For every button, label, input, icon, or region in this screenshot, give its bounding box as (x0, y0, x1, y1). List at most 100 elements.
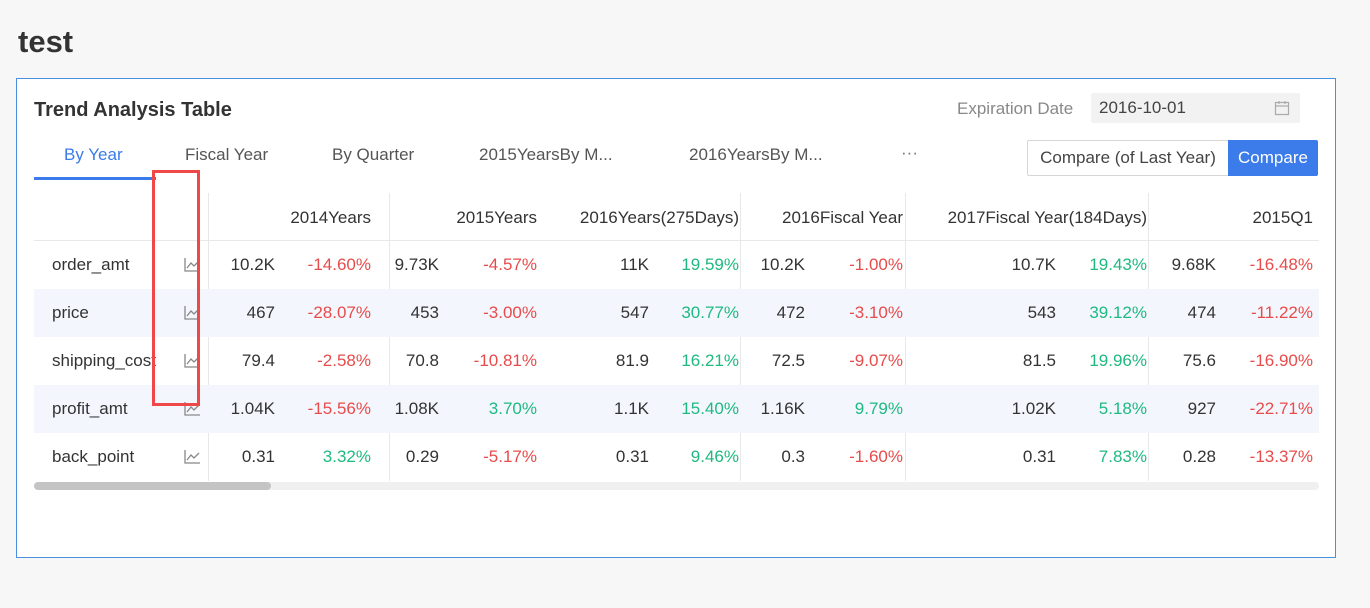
column-header[interactable]: 2017Fiscal Year(184Days) (947, 208, 1147, 227)
cell-value: 1.02K (1011, 399, 1056, 418)
cell-change-percent: -1.00% (849, 255, 903, 274)
cell-change-percent: 30.77% (681, 303, 739, 322)
cell-change-percent: 19.59% (681, 255, 739, 274)
cell-value: 79.4 (241, 351, 275, 370)
cell-value: 9.73K (394, 255, 439, 274)
table-row: price 467 -28.07% 453 -3.00% 547 30.77% 472 -3.1… (34, 289, 1319, 337)
cell-value: 1.08K (394, 399, 439, 418)
cell-change-percent: 5.18% (1098, 399, 1147, 418)
line-chart-icon[interactable] (183, 305, 201, 321)
page-title: test (18, 24, 74, 59)
cell-change-percent: -13.37% (1249, 447, 1313, 466)
cell-value: 474 (1187, 303, 1216, 322)
cell-change-percent: 9.46% (690, 447, 739, 466)
tab-4[interactable]: 2016YearsBy M... (689, 145, 823, 164)
cell-change-percent: -16.48% (1249, 255, 1313, 274)
compare-last-year-button[interactable]: Compare (of Last Year) (1027, 140, 1228, 176)
column-header[interactable]: 2015Years (456, 208, 537, 227)
metric-name: back_point (52, 447, 135, 466)
column-divider (1148, 193, 1149, 481)
column-divider (389, 193, 390, 481)
cell-value: 0.3 (781, 447, 805, 466)
cell-value: 543 (1027, 303, 1056, 322)
tabs-more-button[interactable]: ··· (901, 143, 918, 162)
expiration-date-picker[interactable]: 2016-10-01 (1091, 93, 1300, 123)
cell-value: 0.31 (241, 447, 275, 466)
active-tab-indicator (34, 177, 156, 180)
line-chart-icon[interactable] (183, 353, 201, 369)
scrollbar-thumb[interactable] (34, 482, 271, 490)
cell-change-percent: -3.10% (849, 303, 903, 322)
cell-value: 547 (620, 303, 649, 322)
column-divider (208, 193, 209, 481)
cell-value: 0.31 (615, 447, 649, 466)
cell-value: 75.6 (1182, 351, 1216, 370)
horizontal-scrollbar[interactable] (34, 482, 1319, 490)
cell-change-percent: -9.07% (849, 351, 903, 370)
metric-name: order_amt (52, 255, 130, 274)
calendar-icon[interactable] (1274, 100, 1290, 116)
cell-value: 81.9 (615, 351, 649, 370)
column-header[interactable]: 2016Years(275Days) (579, 208, 739, 227)
cell-value: 1.1K (614, 399, 649, 418)
table-row: order_amt 10.2K -14.60% 9.73K -4.57% 11K 19.59… (34, 241, 1319, 289)
expiration-date-value: 2016-10-01 (1099, 98, 1186, 117)
cell-value: 1.16K (760, 399, 805, 418)
cell-change-percent: -28.07% (307, 303, 371, 322)
cell-change-percent: -3.00% (483, 303, 537, 322)
metric-name: shipping_cost (52, 351, 156, 370)
column-header[interactable]: 2016Fiscal Year (782, 208, 903, 227)
cell-change-percent: -22.71% (1249, 399, 1313, 418)
line-chart-icon[interactable] (183, 449, 201, 465)
table-row: profit_amt 1.04K -15.56% 1.08K 3.70% 1.1K 15.4… (34, 385, 1319, 433)
cell-change-percent: 7.83% (1098, 447, 1147, 466)
cell-value: 453 (410, 303, 439, 322)
card-title: Trend Analysis Table (34, 99, 232, 121)
metric-name: price (52, 303, 89, 322)
cell-value: 10.2K (760, 255, 805, 274)
trend-analysis-card: Trend Analysis Table Expiration Date 201… (16, 78, 1336, 558)
table-header-row: 2014Years 2015Years 2016Years(275Days) 2016… (34, 193, 1319, 241)
cell-change-percent: 3.70% (488, 399, 537, 418)
cell-value: 10.2K (230, 255, 275, 274)
cell-value: 9.68K (1171, 255, 1216, 274)
cell-change-percent: -11.22% (1250, 303, 1313, 322)
line-chart-icon[interactable] (183, 401, 201, 417)
tab-1[interactable]: Fiscal Year (185, 145, 269, 164)
trend-table: 2014Years 2015Years 2016Years(275Days) 2016… (34, 193, 1319, 493)
tab-0[interactable]: By Year (64, 145, 123, 164)
column-divider (740, 193, 741, 481)
cell-change-percent: -1.60% (849, 447, 903, 466)
cell-value: 472 (776, 303, 805, 322)
cell-change-percent: -2.58% (317, 351, 371, 370)
column-header[interactable]: 2014Years (290, 208, 371, 227)
cell-change-percent: -16.90% (1249, 351, 1313, 370)
cell-value: 70.8 (405, 351, 439, 370)
cell-change-percent: 16.21% (681, 351, 739, 370)
cell-value: 1.04K (230, 399, 275, 418)
tab-3[interactable]: 2015YearsBy M... (479, 145, 613, 164)
cell-value: 10.7K (1011, 255, 1056, 274)
cell-change-percent: 39.12% (1089, 303, 1147, 322)
cell-value: 11K (620, 255, 649, 274)
cell-change-percent: -4.57% (483, 255, 537, 274)
line-chart-icon[interactable] (183, 257, 201, 273)
cell-change-percent: 19.96% (1089, 351, 1147, 370)
expiration-date-label: Expiration Date (957, 99, 1074, 118)
cell-change-percent: -5.17% (483, 447, 537, 466)
table-row: back_point 0.31 3.32% 0.29 -5.17% 0.31 9.46% 0.… (34, 433, 1319, 481)
cell-value: 467 (246, 303, 275, 322)
cell-value: 927 (1187, 399, 1216, 418)
cell-value: 0.29 (405, 447, 439, 466)
metric-name: profit_amt (52, 399, 128, 418)
column-header[interactable]: 2015Q1 (1252, 208, 1314, 227)
cell-change-percent: 3.32% (322, 447, 371, 466)
compare-button[interactable]: Compare (1228, 140, 1318, 176)
column-divider (905, 193, 906, 481)
cell-change-percent: -15.56% (307, 399, 371, 418)
table-row: shipping_cost 79.4 -2.58% 70.8 -10.81% 81.9 16… (34, 337, 1319, 385)
cell-change-percent: 15.40% (681, 399, 739, 418)
cell-change-percent: -14.60% (307, 255, 371, 274)
cell-change-percent: 9.79% (854, 399, 903, 418)
tab-2[interactable]: By Quarter (332, 145, 415, 164)
